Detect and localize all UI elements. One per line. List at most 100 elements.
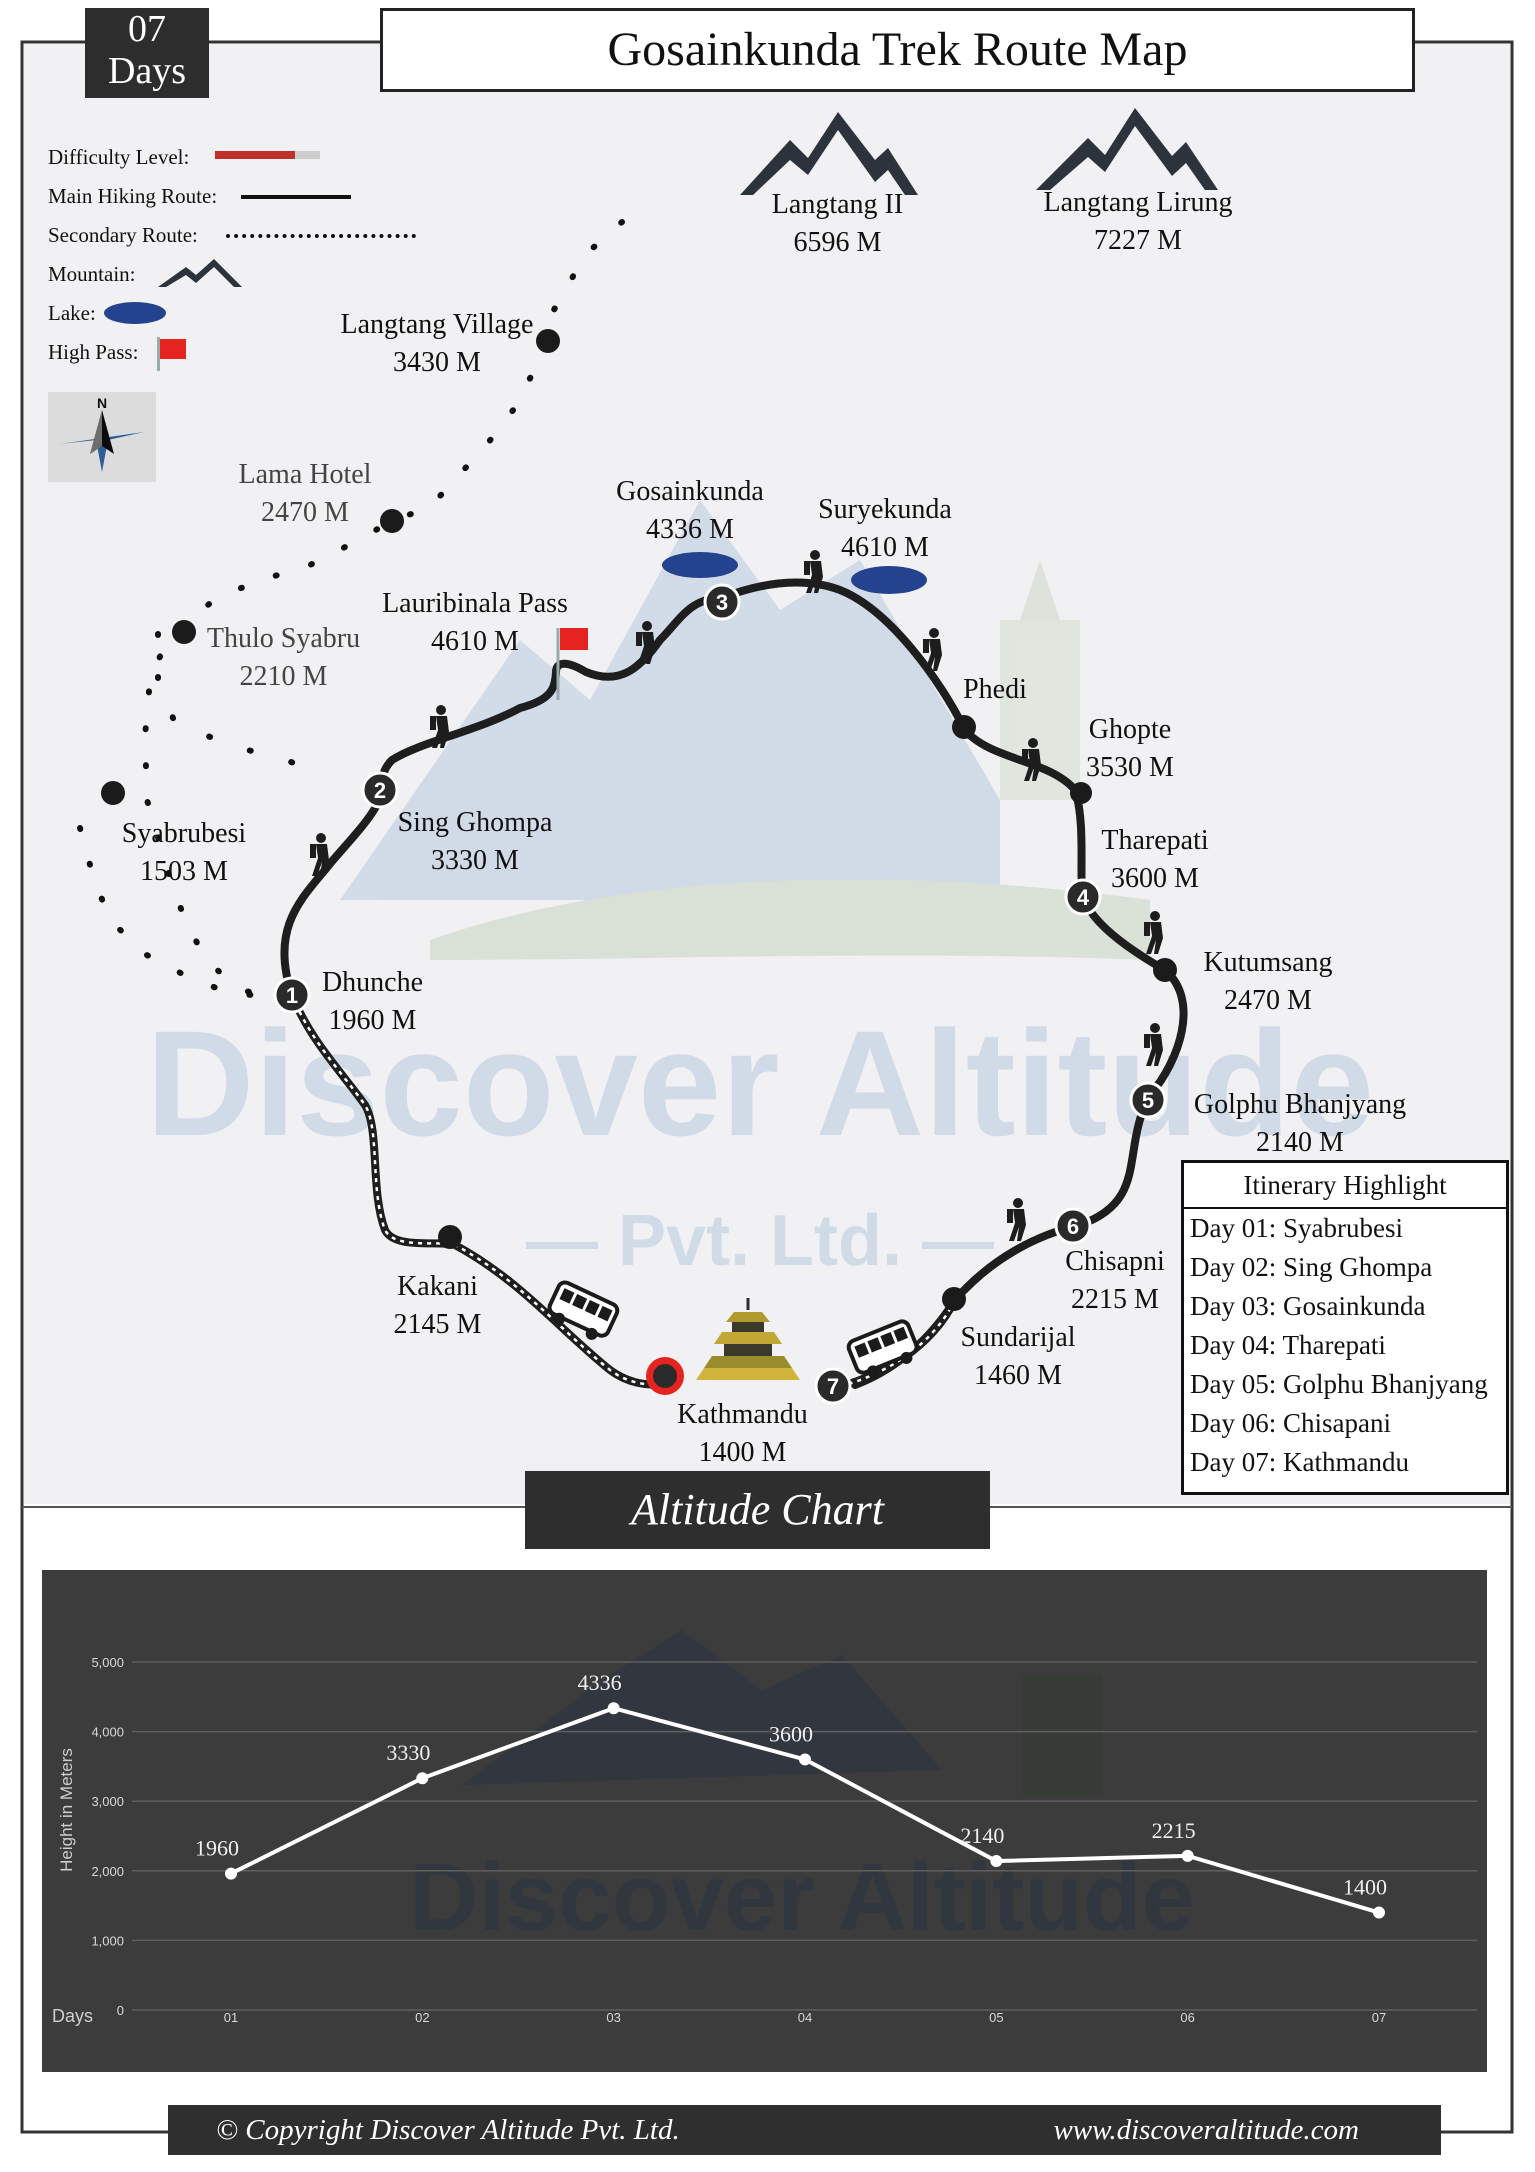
label-gosainkunda: Gosainkunda 4336 M [616,476,764,545]
legend-mountain-label: Mountain: [48,262,136,286]
x-tick-label: 04 [798,2010,812,2025]
label-sundarijal: Sundarijal 1460 M [960,1322,1076,1391]
chart-background [42,1570,1487,2072]
langtang-lirung-mountain-icon [1036,108,1218,190]
chart-y-ticks: 0 1,000 2,000 3,000 4,000 5,000 [91,1655,124,2018]
data-point [225,1867,237,1880]
days-label: Days [107,50,187,92]
data-label: 3600 [769,1721,813,1746]
secondary-route-swatch [226,234,416,238]
data-label: 1960 [195,1836,239,1861]
legend-lake-label: Lake: [48,301,96,325]
day-marker-circles [273,583,1167,1405]
chart-title: Altitude Chart [525,1471,990,1549]
legend-high-pass-label: High Pass: [48,340,139,364]
page-title: Gosainkunda Trek Route Map [380,8,1415,92]
label-lama-hotel: Lama Hotel 2470 M [238,459,372,528]
altitude-chart: Discover Altitude 0 1,000 2,000 3,000 4,000 5… [42,1570,1487,2072]
label-ghopte: Ghopte 3530 M [1086,714,1174,783]
label-lauribinala-pass: Lauribinala Pass 4610 M [382,588,568,657]
data-point [990,1855,1003,1868]
label-kutumsang: Kutumsang 2470 M [1203,947,1333,1016]
x-tick-label: 05 [989,2010,1003,2025]
chart-x-axis-label: Days [52,2006,93,2026]
phedi-dot [952,715,976,739]
road-route-west-dash [290,994,666,1387]
difficulty-bar-track [295,151,320,159]
syabrubesi-dot [101,781,125,805]
pagoda-icon [696,1298,800,1380]
legend-lake-icon [104,302,166,324]
kakani-dot [438,1225,462,1249]
secondary-route-syabrubesi [77,825,283,999]
day-marker-3: 3 [716,590,728,615]
itinerary-box: Itinerary Highlight Day 01: Syabrubesi D… [1181,1160,1509,1495]
compass-north-letter: N [97,395,107,411]
footer-copyright: © Copyright Discover Altitude Pvt. Ltd. [216,2114,680,2146]
chart-watermark: Discover Altitude [409,1630,1195,1951]
days-number: 07 [128,8,166,50]
label-kathmandu: Kathmandu 1400 M [677,1399,808,1468]
y-tick-label: 1,000 [91,1933,124,1948]
langtang-village-dot [536,329,560,353]
label-tharepati: Tharepati 3600 M [1101,825,1209,894]
langtang-ii-mountain-icon [740,112,918,195]
itinerary-item: Day 03: Gosainkunda [1190,1291,1426,1321]
footer: © Copyright Discover Altitude Pvt. Ltd. … [168,2105,1441,2155]
legend-difficulty-label: Difficulty Level: [48,145,190,169]
data-point [607,1702,620,1715]
y-tick-label: 2,000 [91,1864,124,1879]
legend-flag-icon [160,339,186,359]
legend: Difficulty Level: Main Hiking Route: Sec… [48,138,416,372]
label-golphu-bhanjyang: Golphu Bhanjyang 2140 M [1193,1089,1407,1158]
kutumsang-dot [1153,958,1177,982]
bus-icon-east [846,1319,919,1378]
label-suryekunda: Suryekunda 4610 M [818,494,952,563]
compass-icon: N [60,395,144,472]
chart-points [225,1702,1385,1919]
y-tick-label: 5,000 [91,1655,124,1670]
day-marker-5: 5 [1142,1088,1154,1113]
sundarijal-dot [942,1287,966,1311]
hiker-icons [310,550,1163,1241]
svg-text:Discover Altitude: Discover Altitude [409,1844,1195,1951]
y-tick-label: 0 [117,2003,124,2018]
data-point [799,1753,811,1766]
compass: N [48,392,156,482]
gosainkunda-lake-icon [662,552,738,578]
high-pass-flag-icon [556,628,588,700]
itinerary-item: Day 07: Kathmandu [1190,1447,1409,1477]
footer-website-link[interactable]: www.discoveraltitude.com [1053,2114,1359,2146]
y-tick-label: 3,000 [91,1794,124,1809]
chart-y-axis-label: Height in Meters [57,1748,76,1872]
x-tick-label: 06 [1180,2010,1194,2025]
lama-hotel-dot [380,509,404,533]
label-syabrubesi: Syabrubesi 1503 M [121,818,247,887]
day-marker-4: 4 [1077,885,1090,910]
bus-icon-west [547,1280,620,1340]
itinerary-item: Day 05: Golphu Bhanjyang [1190,1369,1488,1399]
day-marker-2: 2 [374,778,386,803]
x-tick-label: 01 [224,2010,238,2025]
data-label: 4336 [578,1670,622,1695]
main-hiking-route [280,578,1188,1389]
itinerary-item: Day 06: Chisapani [1190,1408,1391,1438]
x-tick-label: 03 [606,2010,620,2025]
day-marker-7: 7 [827,1374,839,1399]
itinerary-item: Day 04: Tharepati [1190,1330,1386,1360]
chart-data-labels: 1960 3330 4336 3600 2140 2215 1400 [195,1670,1387,1899]
road-route-east-dash [844,1299,957,1387]
data-point [1373,1906,1385,1919]
watermark-subtext: — Pvt. Ltd. — [526,1201,994,1281]
label-langtang-village: Langtang Village 3430 M [340,309,534,378]
ghopte-dot [1070,782,1092,804]
thulo-syabru-dot [172,620,196,644]
data-label: 2215 [1152,1818,1196,1843]
x-tick-label: 02 [415,2010,429,2025]
days-badge: 07 Days [85,8,209,98]
itinerary-item: Day 01: Syabrubesi [1190,1213,1403,1243]
data-label: 1400 [1343,1875,1387,1900]
main-route-swatch [241,195,351,199]
label-chisapni: Chisapni 2215 M [1065,1246,1165,1315]
